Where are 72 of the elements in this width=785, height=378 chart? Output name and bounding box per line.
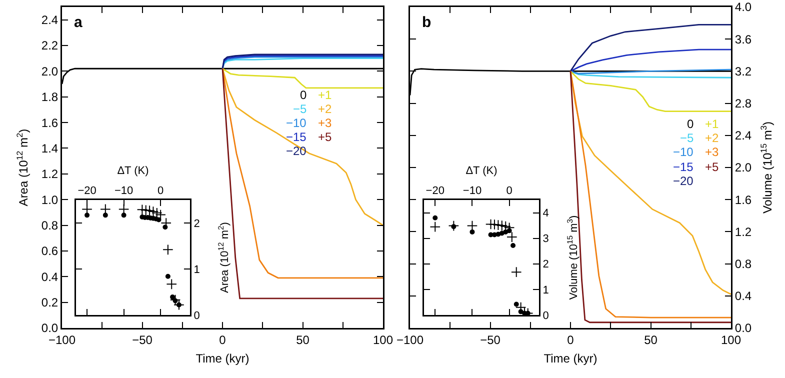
- text: −20: [286, 144, 307, 158]
- y-tick-label: 2: [542, 258, 549, 271]
- y2-tick-label: 2.4: [734, 128, 752, 143]
- text: a: [74, 14, 83, 31]
- y-tick-label: 0: [542, 310, 549, 322]
- y-tick-label: 1.8: [41, 90, 58, 104]
- y-tick-label: 0.8: [41, 218, 58, 232]
- text: +3: [705, 145, 720, 159]
- y-tick-label: 1.4: [41, 141, 58, 156]
- x-tick-label: 50: [644, 332, 658, 347]
- x-axis-title: Time (kyr): [544, 352, 598, 366]
- y2-tick-label: 3.2: [734, 64, 752, 78]
- text: +2: [705, 131, 720, 145]
- text: −15: [673, 160, 694, 174]
- x-tick-label: 100: [372, 332, 394, 347]
- x-tick-label: −100: [396, 332, 424, 347]
- y-tick-label: 1: [194, 264, 200, 276]
- y2-tick-label: 0.4: [734, 289, 752, 304]
- y-tick-label: 1.6: [41, 116, 58, 130]
- x-tick-label: −100: [48, 332, 76, 347]
- y-tick-label: 0: [194, 310, 200, 322]
- y-tick-label: 3: [542, 233, 549, 246]
- y-tick-label: 2.0: [41, 64, 58, 78]
- text: −10: [673, 145, 694, 159]
- text: −5: [293, 102, 308, 116]
- y-tick-label: 0.0: [41, 321, 58, 336]
- y2-tick-label: 3.6: [734, 32, 752, 46]
- y-tick-label: 1: [542, 284, 549, 296]
- x-tick-label: 0: [567, 332, 574, 347]
- y2-tick-label: 1.6: [734, 192, 752, 207]
- x-tick-label: −20: [78, 185, 96, 198]
- y-tick-label: 2.4: [41, 13, 58, 28]
- y-tick-label: 1.0: [41, 192, 58, 207]
- text: +5: [318, 130, 332, 144]
- y-tick-label: 2.2: [41, 38, 58, 53]
- x-tick-label: −50: [480, 332, 501, 347]
- y-tick-label: 1.2: [41, 167, 58, 182]
- x-tick-label: −50: [132, 332, 153, 347]
- text: +2: [318, 102, 332, 116]
- text: 0: [687, 117, 694, 131]
- text: −10: [286, 116, 307, 130]
- y-tick-label: 2: [194, 218, 200, 230]
- x-tick-label: −20: [426, 185, 444, 198]
- text: +3: [318, 116, 332, 130]
- x-axis-title: ΔT (K): [466, 165, 498, 177]
- series-label: +1: [705, 117, 720, 131]
- x-tick-label: 0: [219, 332, 226, 347]
- y-tick-label: 0.6: [41, 244, 58, 258]
- y2-tick-label: 4.0: [734, 0, 752, 14]
- y-tick-label: 0.4: [41, 270, 58, 284]
- x-tick-label: 50: [296, 332, 310, 347]
- y2-tick-label: 1.2: [734, 224, 752, 239]
- y-tick-label: 4: [542, 208, 549, 220]
- y2-tick-label: 2.0: [734, 160, 752, 175]
- text: −5: [680, 131, 694, 145]
- series-label: +1: [318, 88, 332, 102]
- text: −15: [286, 130, 307, 144]
- x-tick-label: 0: [506, 185, 512, 198]
- y2-tick-label: 0.0: [734, 321, 752, 336]
- x-tick-label: 0: [158, 185, 164, 198]
- text: −20: [673, 174, 694, 188]
- x-tick-label: −10: [114, 185, 134, 198]
- y2-tick-label: 2.8: [734, 96, 752, 110]
- x-axis-title: ΔT (K): [117, 165, 149, 177]
- text: +5: [705, 160, 720, 174]
- series-label: 0: [300, 88, 307, 102]
- x-tick-label: 100: [720, 332, 742, 347]
- y2-tick-label: 0.8: [734, 257, 752, 271]
- text: b: [422, 14, 432, 31]
- x-tick-label: −10: [462, 185, 482, 198]
- y-tick-label: 0.2: [41, 296, 58, 310]
- x-axis-title: Time (kyr): [196, 352, 250, 366]
